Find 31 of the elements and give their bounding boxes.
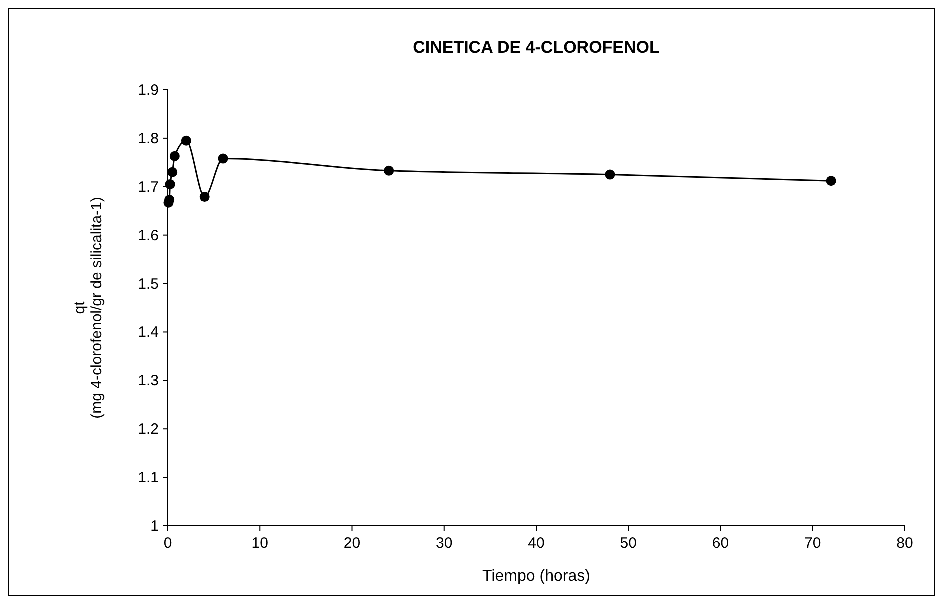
point: [384, 166, 394, 176]
y-tick-label: 1.7: [138, 178, 159, 196]
point: [170, 151, 180, 162]
point: [165, 179, 176, 190]
point: [605, 170, 616, 180]
y-tick-label: 1.2: [138, 421, 159, 438]
y-tick-label: 1.1: [138, 470, 159, 487]
chart-title: CINETICA DE 4-CLOROFENOL: [413, 38, 660, 57]
point: [826, 176, 836, 186]
x-tick-label: 40: [528, 535, 545, 552]
x-axis-title: Tiempo (horas): [482, 568, 590, 585]
y-tick-label: 1.6: [138, 227, 159, 244]
x-tick-label: 50: [620, 535, 637, 552]
y-axis-title: qt (mg 4-clorofenol/gr de silicalita-1): [72, 197, 106, 419]
point: [168, 167, 178, 178]
x-tick-label: 70: [804, 535, 822, 552]
y-tick-label: 1.3: [138, 372, 159, 390]
y-tick-label: 1.8: [138, 130, 159, 148]
y-tick-label: 1.5: [138, 276, 159, 293]
point: [218, 154, 228, 164]
x-tick-label: 10: [252, 535, 268, 552]
point: [200, 192, 210, 202]
x-tick-label: 60: [712, 535, 730, 552]
x-tick-label: 20: [344, 535, 361, 552]
y-tick-label: 1: [150, 518, 159, 535]
y-tick-label: 1.4: [138, 324, 159, 342]
point: [181, 136, 192, 146]
y-tick-label: 1.9: [138, 82, 159, 99]
x-tick-label: 30: [436, 535, 453, 552]
x-tick-label: 0: [164, 535, 172, 552]
x-tick-label: 80: [896, 535, 914, 552]
